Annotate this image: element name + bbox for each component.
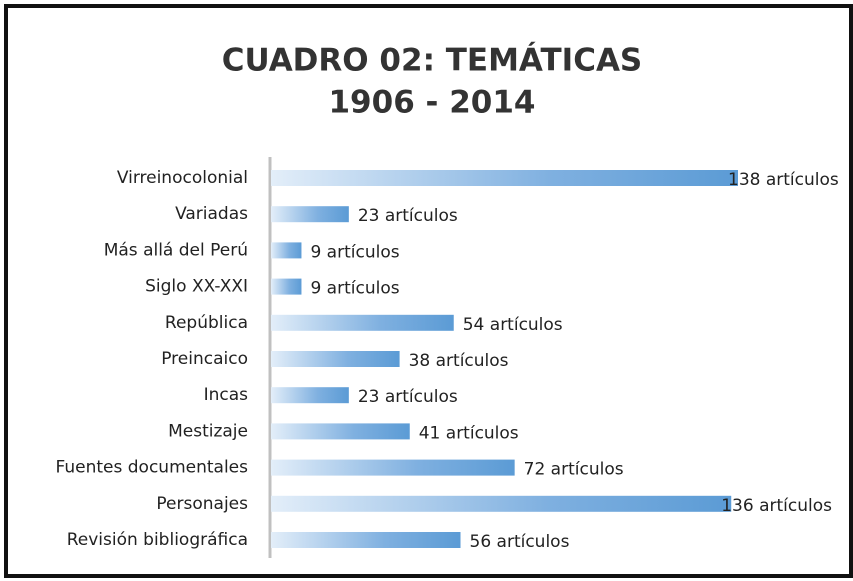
y-tick-label: Virreinocolonial <box>117 168 248 188</box>
bar <box>271 387 349 404</box>
bar <box>271 495 732 512</box>
bar <box>271 459 515 476</box>
data-label: 72 artículos <box>524 460 624 480</box>
y-tick-label: Variadas <box>175 204 248 224</box>
bar <box>271 278 302 295</box>
data-label: 56 artículos <box>470 532 570 552</box>
chart-subtitle: 1906 - 2014 <box>328 85 535 121</box>
y-tick-label: Incas <box>204 385 249 405</box>
y-tick-label: Preincaico <box>161 349 248 369</box>
frame <box>4 4 853 578</box>
data-label: 38 artículos <box>409 351 509 371</box>
y-tick-label: República <box>165 313 248 333</box>
bar <box>271 206 349 223</box>
data-label: 41 artículos <box>419 423 519 443</box>
y-tick-label: Más allá del Perú <box>104 240 248 260</box>
bar <box>271 532 461 548</box>
data-label: 136 artículos <box>721 496 832 516</box>
data-label: 54 artículos <box>463 315 563 335</box>
bar <box>271 351 400 367</box>
bar <box>271 242 302 259</box>
data-label: 23 artículos <box>358 387 458 407</box>
y-tick-label: Siglo XX-XXI <box>145 277 248 297</box>
data-label: 138 artículos <box>728 170 839 190</box>
bar <box>271 314 454 331</box>
y-tick-label: Personajes <box>156 494 248 514</box>
y-tick-label: Fuentes documentales <box>56 458 249 478</box>
bar <box>271 423 410 440</box>
bar <box>271 170 738 186</box>
data-label: 9 artículos <box>310 279 399 299</box>
data-label: 9 artículos <box>310 242 399 262</box>
data-label: 23 artículos <box>358 206 458 226</box>
y-tick-label: Mestizaje <box>168 421 248 441</box>
y-tick-label: Revisión bibliográfica <box>67 530 248 550</box>
chart-title: CUADRO 02: TEMÁTICAS <box>222 43 643 79</box>
